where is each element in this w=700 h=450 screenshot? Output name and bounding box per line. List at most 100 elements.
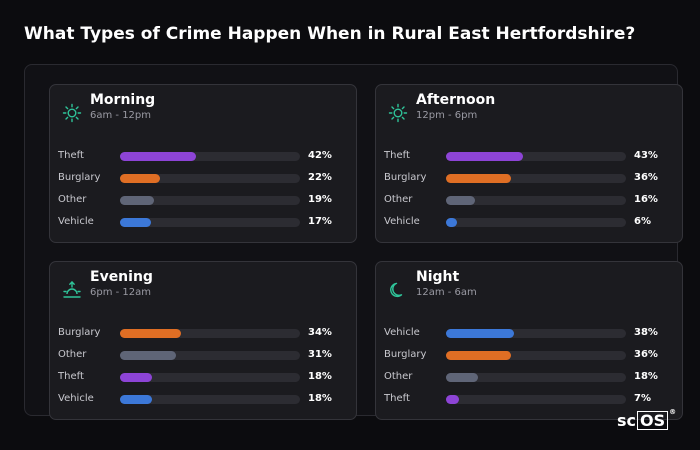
- value-label: 6%: [634, 216, 651, 227]
- category-label: Theft: [384, 150, 410, 161]
- bar-theft: [120, 152, 196, 161]
- bar-track: [446, 351, 626, 360]
- bar-track: [446, 152, 626, 161]
- scos-logo: sc OS ®: [617, 408, 677, 431]
- bar-vehicle: [120, 218, 151, 227]
- value-label: 18%: [308, 371, 332, 382]
- bar-theft: [446, 152, 524, 161]
- bar-burglary: [446, 174, 511, 183]
- category-label: Theft: [58, 371, 84, 382]
- bar-vehicle: [120, 395, 153, 404]
- bar-track: [120, 218, 300, 227]
- bar-row-theft: Theft 7%: [376, 392, 682, 406]
- bar-burglary: [120, 329, 182, 338]
- card-time-range: 6pm - 12am: [90, 287, 152, 298]
- bar-burglary: [120, 174, 160, 183]
- card-title: Night: [416, 269, 460, 285]
- value-label: 36%: [634, 349, 658, 360]
- category-label: Other: [58, 349, 87, 360]
- bar-row-burglary: Burglary 36%: [376, 171, 682, 185]
- page-title: What Types of Crime Happen When in Rural…: [24, 24, 636, 44]
- value-label: 19%: [308, 194, 332, 205]
- bar-track: [120, 395, 300, 404]
- bar-row-vehicle: Vehicle 18%: [50, 392, 356, 406]
- category-label: Vehicle: [384, 327, 420, 338]
- bar-theft: [446, 395, 459, 404]
- bar-track: [120, 196, 300, 205]
- bar-row-vehicle: Vehicle 17%: [50, 215, 356, 229]
- category-label: Other: [58, 194, 87, 205]
- bar-row-theft: Theft 42%: [50, 149, 356, 163]
- bar-other: [446, 373, 479, 382]
- bar-row-theft: Theft 18%: [50, 370, 356, 384]
- bar-row-vehicle: Vehicle 6%: [376, 215, 682, 229]
- bar-row-other: Other 31%: [50, 348, 356, 362]
- bar-track: [446, 196, 626, 205]
- bar-track: [120, 373, 300, 382]
- bar-track: [120, 329, 300, 338]
- value-label: 31%: [308, 349, 332, 360]
- category-label: Theft: [384, 393, 410, 404]
- bar-vehicle: [446, 218, 457, 227]
- bar-row-other: Other 18%: [376, 370, 682, 384]
- value-label: 38%: [634, 327, 658, 338]
- chart-card-morning: Morning 6am - 12pm Theft 42% Burglary 22% Othe…: [49, 84, 357, 243]
- logo-boxed-text: OS: [637, 410, 669, 430]
- value-label: 43%: [634, 150, 658, 161]
- logo-text: sc: [617, 410, 637, 430]
- sun-icon: [388, 103, 408, 123]
- chart-card-afternoon: Afternoon 12pm - 6pm Theft 43% Burglary 36% Ot…: [375, 84, 683, 243]
- bar-track: [446, 373, 626, 382]
- bar-row-other: Other 19%: [50, 193, 356, 207]
- value-label: 42%: [308, 150, 332, 161]
- value-label: 7%: [634, 393, 651, 404]
- card-time-range: 6am - 12pm: [90, 110, 152, 121]
- bar-track: [446, 218, 626, 227]
- value-label: 18%: [634, 371, 658, 382]
- bar-track: [120, 152, 300, 161]
- value-label: 18%: [308, 393, 332, 404]
- card-title: Evening: [90, 269, 153, 285]
- value-label: 22%: [308, 172, 332, 183]
- bar-track: [120, 351, 300, 360]
- category-label: Vehicle: [58, 393, 94, 404]
- category-label: Other: [384, 371, 413, 382]
- card-title: Afternoon: [416, 92, 496, 108]
- value-label: 34%: [308, 327, 332, 338]
- bar-track: [446, 174, 626, 183]
- bar-burglary: [446, 351, 511, 360]
- bar-other: [446, 196, 475, 205]
- moon-icon: [388, 280, 408, 300]
- bar-row-burglary: Burglary 34%: [50, 326, 356, 340]
- chart-card-evening: Evening 6pm - 12am Burglary 34% Other 31% Thef…: [49, 261, 357, 420]
- category-label: Other: [384, 194, 413, 205]
- category-label: Vehicle: [384, 216, 420, 227]
- bar-vehicle: [446, 329, 515, 338]
- logo-registered-mark: ®: [669, 408, 677, 416]
- value-label: 17%: [308, 216, 332, 227]
- bar-other: [120, 196, 155, 205]
- card-title: Morning: [90, 92, 156, 108]
- bar-track: [446, 395, 626, 404]
- category-label: Burglary: [384, 172, 427, 183]
- bar-row-burglary: Burglary 22%: [50, 171, 356, 185]
- category-label: Vehicle: [58, 216, 94, 227]
- sun-icon: [62, 103, 82, 123]
- bar-track: [120, 174, 300, 183]
- bar-other: [120, 351, 176, 360]
- category-label: Burglary: [58, 172, 101, 183]
- card-time-range: 12pm - 6pm: [416, 110, 478, 121]
- value-label: 16%: [634, 194, 658, 205]
- category-label: Theft: [58, 150, 84, 161]
- bar-row-theft: Theft 43%: [376, 149, 682, 163]
- sunset-icon: [62, 280, 82, 300]
- card-time-range: 12am - 6am: [416, 287, 477, 298]
- value-label: 36%: [634, 172, 658, 183]
- chart-card-night: Night 12am - 6am Vehicle 38% Burglary 36% Othe…: [375, 261, 683, 420]
- bar-row-other: Other 16%: [376, 193, 682, 207]
- bar-theft: [120, 373, 153, 382]
- bar-row-vehicle: Vehicle 38%: [376, 326, 682, 340]
- category-label: Burglary: [384, 349, 427, 360]
- bar-track: [446, 329, 626, 338]
- bar-row-burglary: Burglary 36%: [376, 348, 682, 362]
